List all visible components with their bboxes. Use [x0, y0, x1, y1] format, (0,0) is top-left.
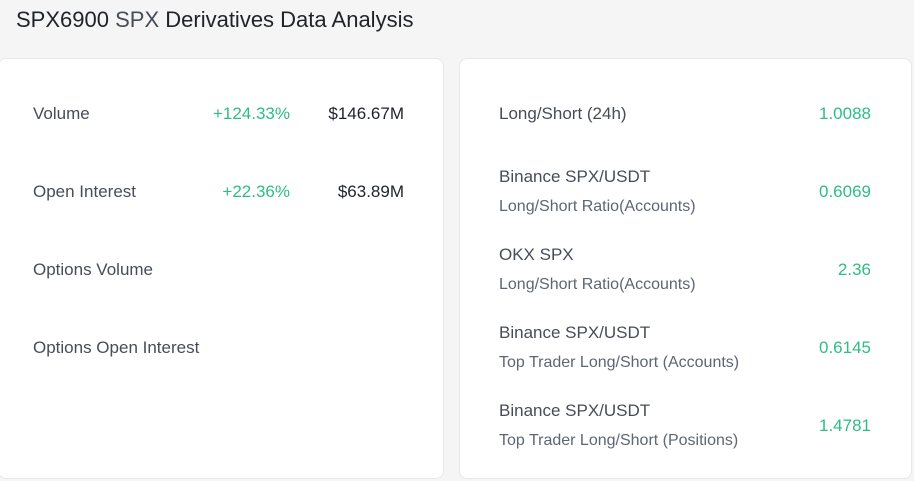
page-title-ticker: SPX6900: [16, 7, 109, 32]
binance-ls-ratio-exchange: Binance SPX/USDT: [499, 167, 651, 186]
binance-ls-ratio-row: Binance SPX/USDT Long/Short Ratio(Accoun…: [460, 166, 911, 218]
okx-ls-ratio-label: Long/Short Ratio(Accounts): [499, 276, 696, 293]
binance-top-trader-accounts-row: Binance SPX/USDT Top Trader Long/Short (…: [460, 322, 911, 374]
options-volume-label: Options Volume: [33, 260, 154, 279]
binance-ls-ratio-label: Long/Short Ratio(Accounts): [499, 198, 696, 215]
page-title: SPX6900 SPX Derivatives Data Analysis: [16, 6, 413, 34]
long-short-24h-value: 1.0088: [819, 104, 871, 123]
options-open-interest-label: Options Open Interest: [33, 338, 200, 357]
binance-ls-ratio-value: 0.6069: [819, 182, 871, 201]
long-short-24h-label: Long/Short (24h): [499, 104, 627, 123]
open-interest-label: Open Interest: [33, 182, 137, 201]
binance-top-trader-positions-exchange: Binance SPX/USDT: [499, 401, 651, 420]
page-title-symbol: SPX: [115, 7, 160, 32]
volume-amount: $146.67M: [328, 104, 404, 123]
open-interest-amount: $63.89M: [337, 182, 404, 201]
long-short-24h-row: Long/Short (24h) 1.0088: [460, 103, 911, 125]
binance-top-trader-accounts-value: 0.6145: [819, 338, 871, 357]
market-stats-card: Volume +124.33% $146.67M Open Interest +…: [0, 58, 444, 479]
okx-ls-ratio-exchange: OKX SPX: [499, 245, 574, 264]
volume-change: +124.33%: [212, 104, 290, 123]
binance-top-trader-positions-label: Top Trader Long/Short (Positions): [499, 432, 739, 449]
binance-top-trader-accounts-exchange: Binance SPX/USDT: [499, 323, 651, 342]
binance-top-trader-accounts-label: Top Trader Long/Short (Accounts): [499, 354, 740, 371]
page-title-text: Derivatives Data Analysis: [165, 7, 414, 32]
open-interest-change: +22.36%: [222, 182, 290, 201]
volume-label: Volume: [33, 104, 90, 123]
long-short-card: Long/Short (24h) 1.0088 Binance SPX/USDT…: [459, 58, 912, 479]
okx-ls-ratio-row: OKX SPX Long/Short Ratio(Accounts) 2.36: [460, 244, 911, 296]
okx-ls-ratio-value: 2.36: [837, 260, 871, 279]
binance-top-trader-positions-value: 1.4781: [819, 416, 871, 435]
binance-top-trader-positions-row: Binance SPX/USDT Top Trader Long/Short (…: [460, 400, 911, 452]
